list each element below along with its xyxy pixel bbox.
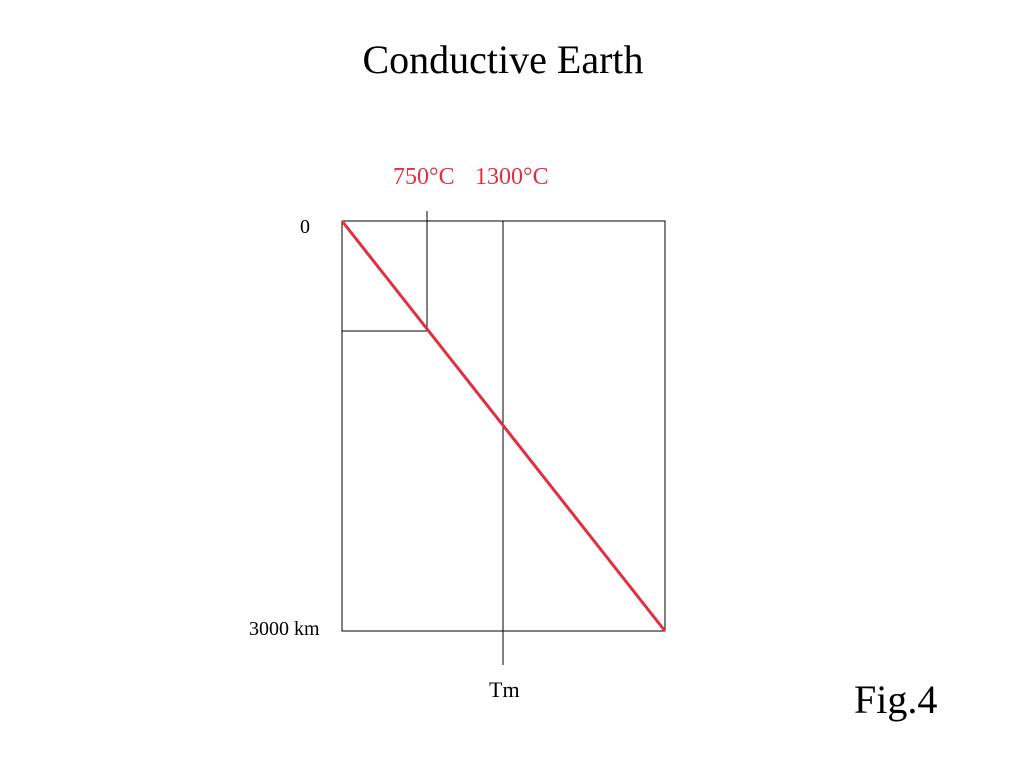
melting-temperature-label: Tm xyxy=(489,677,520,702)
depth-label-surface: 0 xyxy=(300,216,310,238)
geotherm-line xyxy=(340,220,667,632)
temperature-label-750: 750°C xyxy=(393,164,455,190)
temperature-label-1300: 1300°C xyxy=(475,164,549,190)
depth-label-bottom: 3000 km xyxy=(249,618,320,640)
slide-title: Conductive Earth xyxy=(362,37,644,82)
figure-number-label: Fig.4 xyxy=(854,677,938,722)
